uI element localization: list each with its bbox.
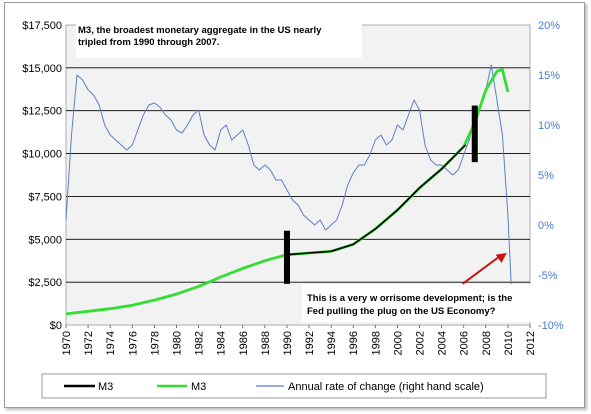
x-tick-label: 2008	[481, 331, 493, 355]
x-tick-label: 1974	[105, 331, 117, 355]
left-tick-label: $5,000	[28, 234, 62, 246]
left-axis-ticks: $0 $2,500 $5,000 $7,500 $10,000 $12,500 $15,00…	[22, 20, 62, 332]
period-marker-0	[283, 230, 290, 284]
x-tick-label: 1970	[61, 331, 73, 355]
left-tick-label: $12,500	[22, 106, 62, 118]
left-tick-label: $15,000	[22, 63, 62, 75]
legend-label-annual-rate: Annual rate of change (right hand scale)	[288, 381, 484, 393]
x-tick-label: 1976	[127, 331, 139, 355]
x-tick-label: 1972	[83, 331, 95, 355]
x-tick-label: 1998	[370, 331, 382, 355]
x-tick-label: 1988	[260, 331, 272, 355]
annotation-bottom-line2: Fed pulling the plug on the US Economy?	[307, 306, 496, 317]
annotation-top-line1: M3, the broadest monetary aggregate in t…	[78, 25, 322, 36]
left-tick-label: $10,000	[22, 149, 62, 161]
left-tick-label: $2,500	[28, 277, 62, 289]
series-line-0	[286, 144, 467, 256]
x-tick-label: 2004	[437, 331, 449, 355]
x-tick-label: 2002	[415, 331, 427, 355]
left-tick-label: $17,500	[22, 20, 62, 32]
x-axis-ticks: 1970 1972 1974 1976 1978 1980 1982 1984 1986 1988…	[61, 325, 537, 355]
legend-label-m3-green: M3	[191, 381, 206, 393]
x-tick-label: 2000	[392, 331, 404, 355]
arrow-head	[495, 253, 507, 263]
left-tick-label: $0	[50, 320, 62, 332]
right-tick-label: 5%	[538, 170, 554, 182]
x-tick-label: 1986	[238, 331, 250, 355]
right-tick-label: 0%	[538, 220, 554, 232]
x-tick-label: 1990	[282, 331, 294, 355]
right-tick-label: -5%	[538, 270, 558, 282]
x-tick-label: 1992	[304, 331, 316, 355]
period-marker-1	[471, 105, 478, 163]
right-axis-ticks: -10% -5% 0% 5% 10% 15% 20%	[538, 20, 564, 332]
x-tick-label: 1994	[326, 331, 338, 355]
x-tick-label: 2012	[525, 331, 537, 355]
right-tick-label: -10%	[538, 320, 564, 332]
annotation-top-box	[76, 20, 362, 58]
x-tick-label: 1982	[194, 331, 206, 355]
left-tick-label: $7,500	[28, 191, 62, 203]
gridlines	[66, 67, 530, 283]
plot-area	[65, 24, 531, 326]
x-tick-label: 1996	[348, 331, 360, 355]
x-tick-label: 2010	[503, 331, 515, 355]
annotation-arrow	[462, 253, 507, 285]
right-tick-label: 15%	[538, 70, 560, 82]
series-line-2	[65, 64, 512, 286]
marker-layer	[283, 105, 478, 284]
legend-box	[41, 373, 547, 399]
annotation-bottom-line1: This is a very w orrisome development; i…	[307, 293, 512, 304]
annotation-top-line2: tripled from 1990 through 2007.	[78, 37, 219, 48]
x-tick-label: 2006	[459, 331, 471, 355]
x-tick-label: 1984	[216, 331, 228, 355]
x-tick-label: 1978	[149, 331, 161, 355]
right-tick-label: 10%	[538, 120, 560, 132]
arrow-shaft	[462, 254, 502, 285]
right-tick-label: 20%	[538, 20, 560, 32]
x-tick-label: 1980	[171, 331, 183, 355]
legend-label-m3-black: M3	[98, 381, 113, 393]
annotation-bottom-box	[302, 284, 534, 322]
